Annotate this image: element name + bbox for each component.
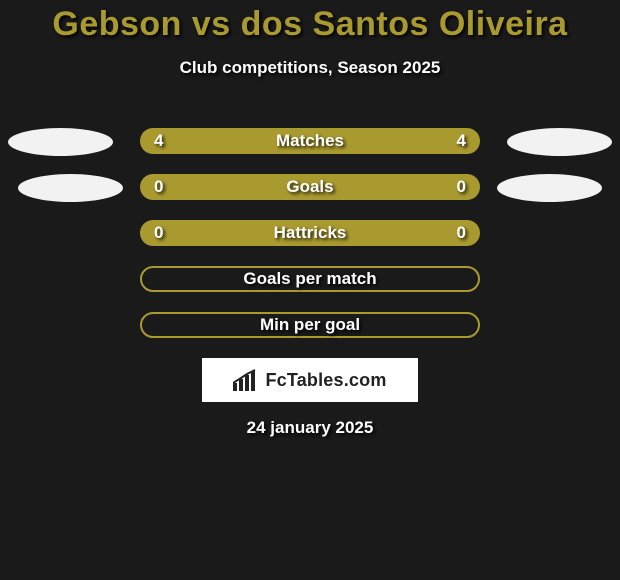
stat-label: Goals xyxy=(286,177,333,197)
stat-value-left: 0 xyxy=(154,223,163,243)
source-logo-text: FcTables.com xyxy=(265,370,386,391)
stats-container: Matches 4 4 Goals 0 0 Hattricks 0 0 Goals per mat… xyxy=(0,128,620,338)
player-photo-left-2 xyxy=(18,174,123,202)
infographic-root: Gebson vs dos Santos Oliveira Club compe… xyxy=(0,0,620,438)
player-photo-right-2 xyxy=(497,174,602,202)
player-photo-left-1 xyxy=(8,128,113,156)
stat-value-left: 4 xyxy=(154,131,163,151)
page-title: Gebson vs dos Santos Oliveira xyxy=(0,5,620,44)
page-subtitle: Club competitions, Season 2025 xyxy=(0,58,620,78)
stat-row: Hattricks 0 0 xyxy=(0,220,620,246)
barchart-icon xyxy=(233,369,259,391)
stat-bar: Hattricks 0 0 xyxy=(140,220,480,246)
stat-value-left: 0 xyxy=(154,177,163,197)
stat-value-right: 4 xyxy=(457,131,466,151)
source-logo: FcTables.com xyxy=(233,369,386,391)
stat-label: Matches xyxy=(276,131,344,151)
stat-label: Hattricks xyxy=(274,223,347,243)
stat-bar: Goals per match xyxy=(140,266,480,292)
stat-value-right: 0 xyxy=(457,223,466,243)
stat-row: Goals per match xyxy=(0,266,620,292)
stat-bar: Goals 0 0 xyxy=(140,174,480,200)
stat-bar: Matches 4 4 xyxy=(140,128,480,154)
stat-label: Min per goal xyxy=(260,315,360,335)
stat-bar: Min per goal xyxy=(140,312,480,338)
stat-row: Min per goal xyxy=(0,312,620,338)
player-photo-right-1 xyxy=(507,128,612,156)
footer-date: 24 january 2025 xyxy=(0,418,620,438)
source-logo-box: FcTables.com xyxy=(202,358,418,402)
stat-label: Goals per match xyxy=(243,269,376,289)
stat-value-right: 0 xyxy=(457,177,466,197)
